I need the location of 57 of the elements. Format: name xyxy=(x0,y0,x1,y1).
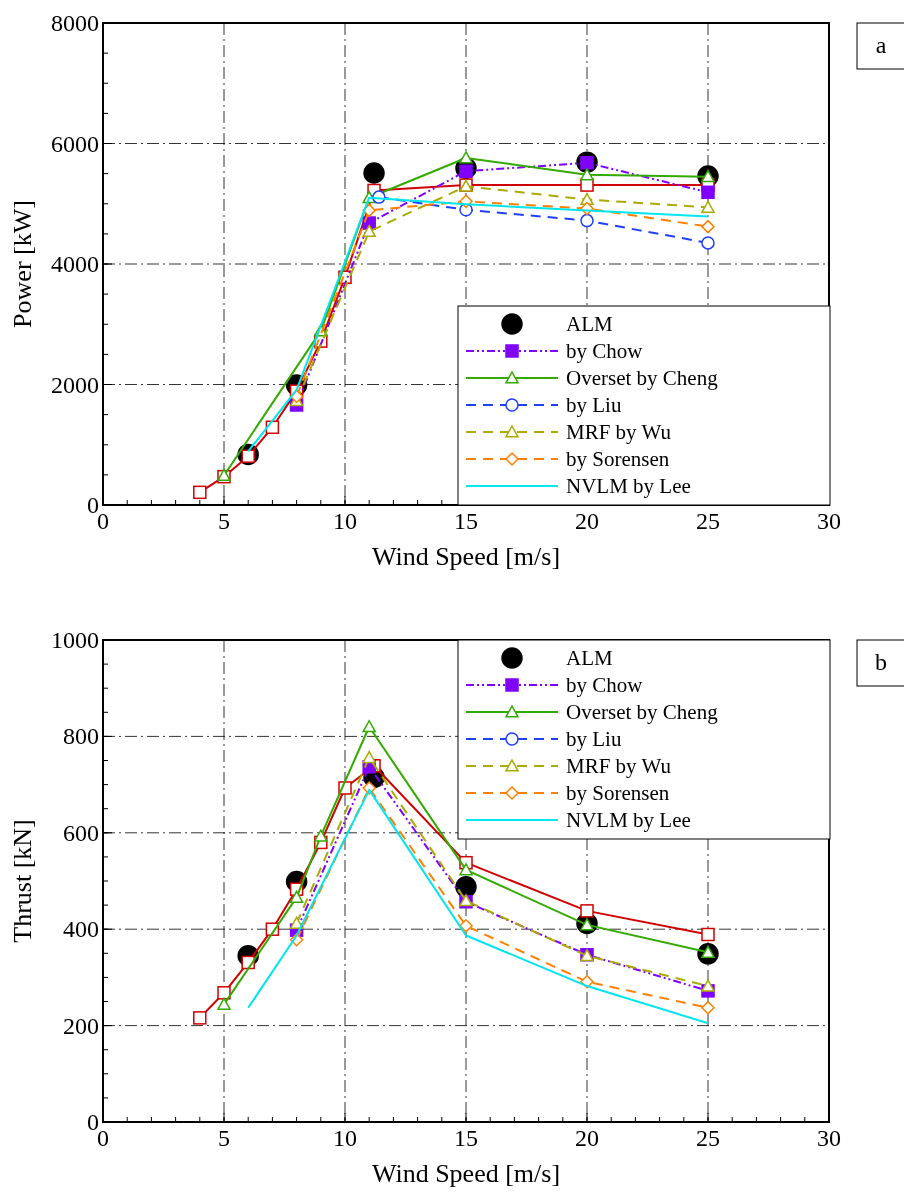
legend-label: by Chow xyxy=(566,673,644,697)
x-tick-label: 15 xyxy=(454,508,478,534)
legend-entry: by Liu xyxy=(465,393,622,417)
y-axis-title: Power [kW] xyxy=(8,200,37,328)
x-tick-label: 10 xyxy=(333,1125,357,1151)
text: b xyxy=(875,649,887,675)
legend-label: Overset by Cheng xyxy=(566,366,719,390)
legend-entry: Overset by Cheng xyxy=(465,700,718,724)
y-tick-label: 4000 xyxy=(51,251,99,277)
y-axis-title: Thrust [kN] xyxy=(8,819,37,943)
x-tick-label: 30 xyxy=(817,1125,841,1151)
legend-label: by Liu xyxy=(566,727,622,751)
x-axis-title: Wind Speed [m/s] xyxy=(371,1159,561,1188)
legend-entry: NVLM by Lee xyxy=(465,474,691,498)
x-tick-label: 15 xyxy=(454,1125,478,1151)
legend-label: ALM xyxy=(566,312,613,336)
legend-entry: by Chow xyxy=(465,339,643,363)
legend-label: MRF by Wu xyxy=(566,754,672,778)
legend-label: NVLM by Lee xyxy=(566,474,691,498)
x-tick-label: 5 xyxy=(218,1125,230,1151)
x-tick-label: 25 xyxy=(696,508,720,534)
y-tick-label: 600 xyxy=(63,819,99,846)
x-tick-label: 30 xyxy=(817,508,841,534)
x-tick-label: 25 xyxy=(696,1125,720,1151)
legend-entry: ALM xyxy=(501,312,613,336)
legend-entry: by Sorensen xyxy=(465,447,670,471)
x-tick-label: 10 xyxy=(333,508,357,534)
y-tick-label: 200 xyxy=(63,1012,99,1039)
x-tick-label: 20 xyxy=(575,1125,599,1151)
y-tick-label: 2000 xyxy=(51,371,99,398)
y-tick-label: 0 xyxy=(87,492,99,518)
text: a xyxy=(875,32,887,58)
y-tick-label: 0 xyxy=(87,1109,99,1135)
y-tick-label: 800 xyxy=(63,723,99,750)
legend-entry: NVLM by Lee xyxy=(465,808,691,832)
legend-label: NVLM by Lee xyxy=(566,808,691,832)
legend-label: ALM xyxy=(566,646,613,670)
legend-entry: by Chow xyxy=(465,673,643,697)
legend-label: Overset by Cheng xyxy=(566,700,719,724)
legend-label: MRF by Wu xyxy=(566,420,672,444)
legend-label: by Sorensen xyxy=(566,447,670,471)
legend-entry: by Liu xyxy=(465,727,622,751)
legend-label: by Chow xyxy=(566,339,644,363)
legend-entry: ALM xyxy=(501,646,613,670)
y-tick-label: 6000 xyxy=(51,130,99,157)
y-tick-label: 8000 xyxy=(51,10,99,36)
legend-entry: MRF by Wu xyxy=(465,754,671,778)
legend-label: by Liu xyxy=(566,393,622,417)
legend-entry: by Sorensen xyxy=(465,781,670,805)
legend-label: by Sorensen xyxy=(566,781,670,805)
x-tick-label: 20 xyxy=(575,508,599,534)
y-tick-label: 400 xyxy=(63,916,99,943)
x-tick-label: 5 xyxy=(218,508,230,534)
x-axis-title: Wind Speed [m/s] xyxy=(371,542,561,571)
legend-entry: Overset by Cheng xyxy=(465,366,718,390)
y-tick-label: 1000 xyxy=(51,627,99,653)
legend-entry: MRF by Wu xyxy=(465,420,671,444)
